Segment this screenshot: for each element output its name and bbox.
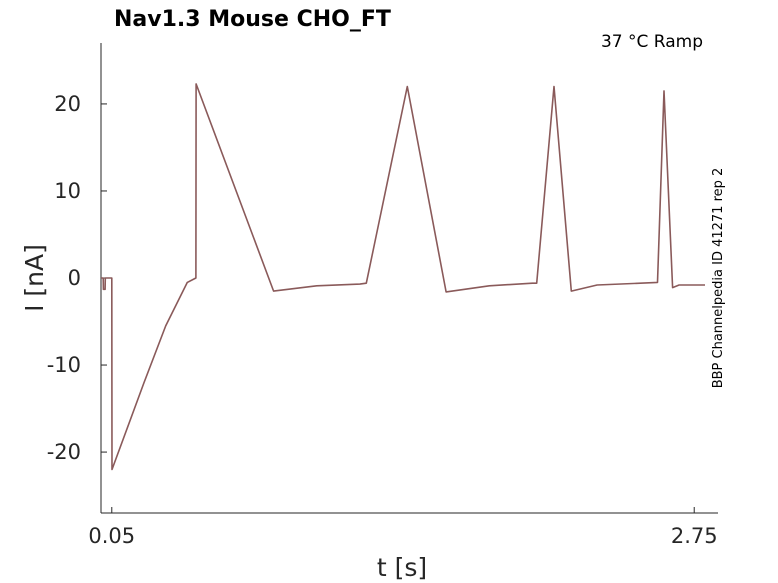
chart-title: Nav1.3 Mouse CHO_FT bbox=[114, 7, 391, 32]
x-ticks: 0.05 2.75 bbox=[88, 507, 718, 548]
y-axis-label: I [nA] bbox=[20, 244, 49, 312]
y-tick-label: 10 bbox=[54, 179, 81, 203]
x-tick-label: 2.75 bbox=[671, 524, 718, 548]
side-label: BBP Channelpedia ID 41271 rep 2 bbox=[711, 168, 726, 389]
y-tick-label: -10 bbox=[47, 353, 81, 377]
x-tick-label: 0.05 bbox=[88, 524, 135, 548]
y-tick-label: -20 bbox=[47, 440, 81, 464]
y-tick-label: 20 bbox=[54, 92, 81, 116]
x-axis-label: t [s] bbox=[377, 553, 427, 582]
current-trace bbox=[101, 83, 705, 471]
y-tick-label: 0 bbox=[68, 266, 81, 290]
plot-area: -20 -10 0 10 20 0.05 2.75 bbox=[47, 43, 718, 548]
y-ticks: -20 -10 0 10 20 bbox=[47, 92, 107, 464]
condition-label: 37 °C Ramp bbox=[601, 32, 703, 52]
